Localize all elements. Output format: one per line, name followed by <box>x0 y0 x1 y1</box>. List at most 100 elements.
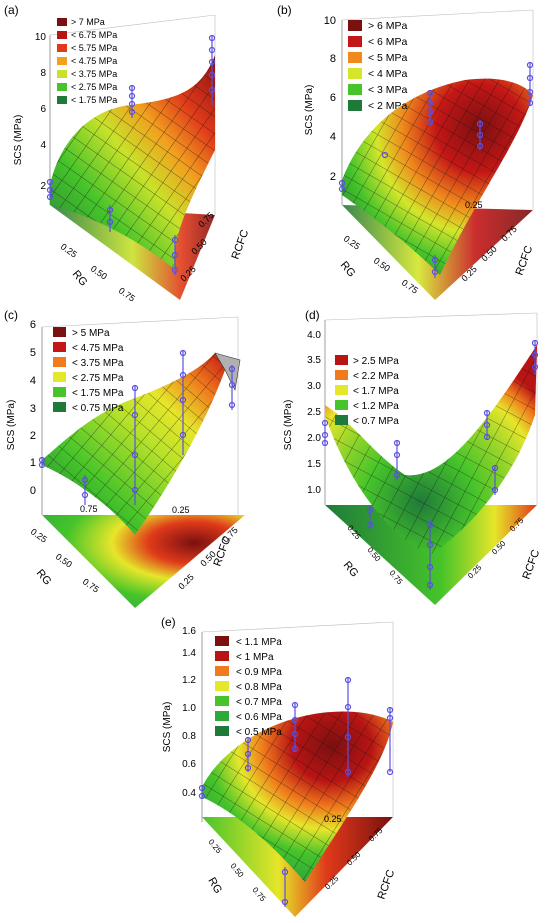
legend-label: > 5 MPa <box>72 328 110 339</box>
rcfc-axis-label: RCFC <box>514 244 536 277</box>
legend-label: < 0.75 MPa <box>72 403 124 414</box>
legend-label: > 7 MPa <box>71 17 105 27</box>
legend-swatch <box>215 711 229 721</box>
panel-label: (c) <box>4 308 18 322</box>
legend-label: < 2 MPa <box>368 100 408 112</box>
legend-swatch <box>57 18 67 26</box>
rcfc-axis-label: RCFC <box>230 228 252 261</box>
z-tick: 0 <box>30 485 36 497</box>
top-tick: 0.25 <box>172 505 190 515</box>
legend-label: < 1 MPa <box>236 652 274 663</box>
legend-swatch <box>335 355 348 365</box>
z-tick: 1.4 <box>182 648 196 659</box>
z-tick: 8 <box>330 53 336 65</box>
legend-swatch <box>53 357 66 367</box>
legend-swatch <box>215 696 229 706</box>
panel-label: (b) <box>277 3 292 17</box>
legend-label: < 4.75 MPa <box>72 343 124 354</box>
z-tick-labels: 2 4 6 8 10 <box>35 32 47 192</box>
back-edge <box>49 14 216 36</box>
legend-swatch <box>53 387 66 397</box>
z-tick: 0.6 <box>182 759 196 770</box>
legend-swatch <box>57 44 67 52</box>
legend-swatch <box>57 31 67 39</box>
rg-axis-label: RG <box>341 559 361 579</box>
z-tick-labels: 2 4 6 8 10 <box>324 15 336 183</box>
legend: < 1.1 MPa < 1 MPa < 0.9 MPa < 0.8 MPa < … <box>215 636 282 738</box>
rcfc-tick: 0.25 <box>176 572 195 591</box>
z-axis-label: SCS (MPa) <box>283 400 294 451</box>
z-tick: 8 <box>40 68 46 79</box>
legend-swatch <box>53 327 66 337</box>
legend-swatch <box>215 681 229 691</box>
floor-contour <box>325 505 537 605</box>
rcfc-tick: 0.75 <box>196 210 215 229</box>
legend-swatch <box>348 20 362 31</box>
surface-mesh <box>325 345 537 555</box>
surface-mesh <box>42 353 225 535</box>
top-tick: 0.25 <box>324 814 342 824</box>
z-tick: 6 <box>40 104 46 115</box>
legend-label: < 3.75 MPa <box>71 69 117 79</box>
legend-swatch <box>335 385 348 395</box>
legend-label: < 2.75 MPa <box>71 82 117 92</box>
z-tick: 1.0 <box>182 703 196 714</box>
top-tick: 0.25 <box>465 200 483 210</box>
z-tick: 2 <box>40 181 46 192</box>
data-points <box>38 349 236 505</box>
z-tick: 3.0 <box>307 381 321 392</box>
legend: > 7 MPa < 6.75 MPa < 5.75 MPa < 4.75 MPa… <box>57 17 117 105</box>
z-tick: 3 <box>30 403 36 415</box>
z-tick: 2 <box>330 171 336 183</box>
legend-swatch <box>348 52 362 63</box>
legend-swatch <box>57 83 67 91</box>
legend-label: < 3.75 MPa <box>72 358 124 369</box>
z-tick: 1.0 <box>307 485 321 496</box>
surface-mesh <box>342 78 533 275</box>
legend-label: < 1.2 MPa <box>353 401 399 412</box>
legend-swatch <box>215 651 229 661</box>
legend-swatch <box>57 70 67 78</box>
rg-tick: 0.25 <box>206 838 223 856</box>
legend-swatch <box>348 68 362 79</box>
legend-label: < 6.75 MPa <box>71 30 117 40</box>
rcfc-axis-label: RCFC <box>376 868 398 901</box>
legend-swatch <box>53 402 66 412</box>
legend-label: < 1.7 MPa <box>353 386 399 397</box>
back-edge <box>324 312 538 321</box>
z-tick: 6 <box>30 319 36 331</box>
panel-label: (a) <box>4 3 19 17</box>
legend-label: < 1.75 MPa <box>71 95 117 105</box>
z-tick-labels: 1.0 1.5 2.0 2.5 3.0 3.5 4.0 <box>307 330 321 496</box>
z-tick: 2.0 <box>307 433 321 444</box>
rg-tick: 0.25 <box>29 526 49 544</box>
z-tick: 4 <box>30 375 36 387</box>
legend-swatch <box>348 36 362 47</box>
rg-tick: 0.50 <box>54 551 74 569</box>
rg-tick: 0.75 <box>81 576 101 594</box>
surface-mesh <box>202 711 393 882</box>
panel-d: (d) > 2.5 MPa < 2.2 MPa < 1.7 MPa < 1.2 … <box>283 308 543 605</box>
legend-label: < 0.5 MPa <box>236 727 282 738</box>
legend-swatch <box>348 84 362 95</box>
legend-label: < 4.75 MPa <box>71 56 117 66</box>
rg-tick: 0.25 <box>342 233 362 251</box>
z-tick: 6 <box>330 92 336 104</box>
legend-label: < 0.7 MPa <box>353 416 399 427</box>
rg-axis-label: RG <box>338 259 358 279</box>
legend-swatch <box>335 400 348 410</box>
rg-axis-label: RG <box>205 876 224 896</box>
legend-label: > 6 MPa <box>368 20 408 32</box>
z-tick: 10 <box>324 15 336 27</box>
z-tick: 4 <box>40 140 46 151</box>
rcfc-axis-label: RCFC <box>521 548 543 581</box>
legend-label: > 2.5 MPa <box>353 356 399 367</box>
data-points <box>46 34 216 275</box>
surface-mesh <box>50 55 215 270</box>
z-tick: 1.6 <box>182 626 196 637</box>
panel-c: (c) > 5 MPa < 4.75 MPa < 3.75 MPa < 2.75… <box>4 308 245 608</box>
z-tick: 0.4 <box>182 788 196 799</box>
panel-b: (b) > 6 MPa < 6 MPa < 5 MPa < 4 MPa < 3 … <box>277 3 536 300</box>
legend-label: < 0.6 MPa <box>236 712 282 723</box>
legend-swatch <box>335 415 348 425</box>
